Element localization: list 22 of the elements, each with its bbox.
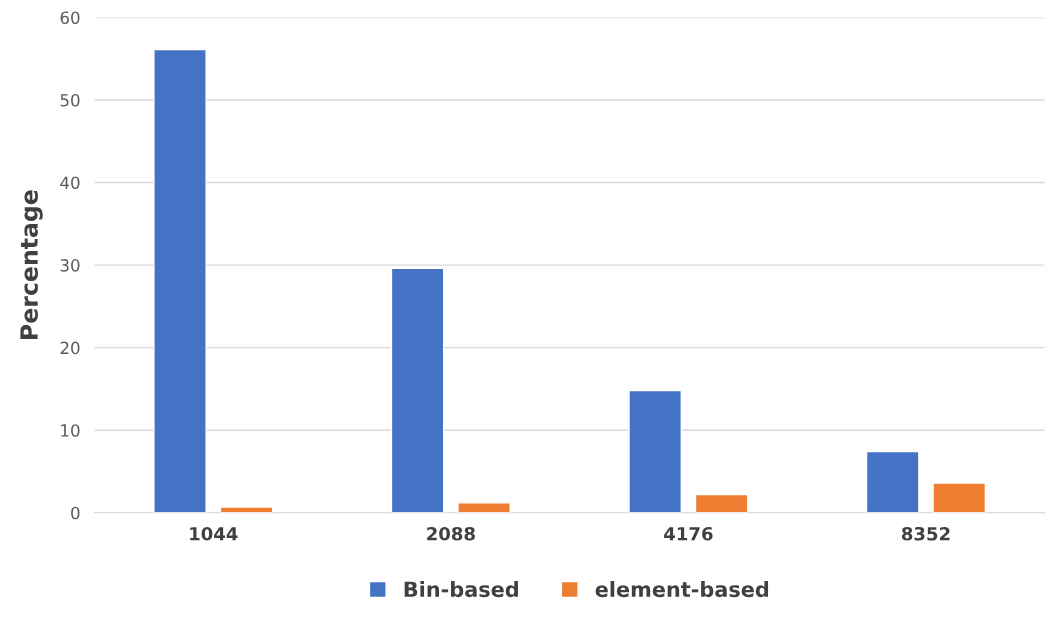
y-tick-label: 20	[60, 341, 80, 355]
bar	[457, 502, 511, 513]
bar	[932, 482, 987, 513]
legend-label: element-based	[595, 581, 769, 598]
x-tick-label: 1044	[190, 526, 238, 541]
y-tick-label: 30	[60, 259, 80, 272]
y-tick-label: 0	[71, 506, 80, 520]
bar	[694, 493, 749, 513]
y-tick-label: 50	[60, 93, 80, 107]
bar	[865, 450, 920, 513]
x-tick-label: 8352	[901, 526, 950, 541]
bar	[628, 389, 682, 513]
bar	[153, 48, 207, 513]
y-tick-label: 10	[61, 424, 80, 437]
x-tick-label: 2088	[427, 526, 475, 541]
y-axis-title: Percentage	[20, 190, 43, 339]
legend-label: Bin-based	[404, 581, 518, 598]
y-tick-label: 40	[60, 176, 80, 190]
bar	[390, 267, 445, 513]
bar	[219, 506, 274, 513]
y-tick-label: 60	[60, 11, 80, 25]
x-tick-label: 4176	[664, 526, 713, 541]
